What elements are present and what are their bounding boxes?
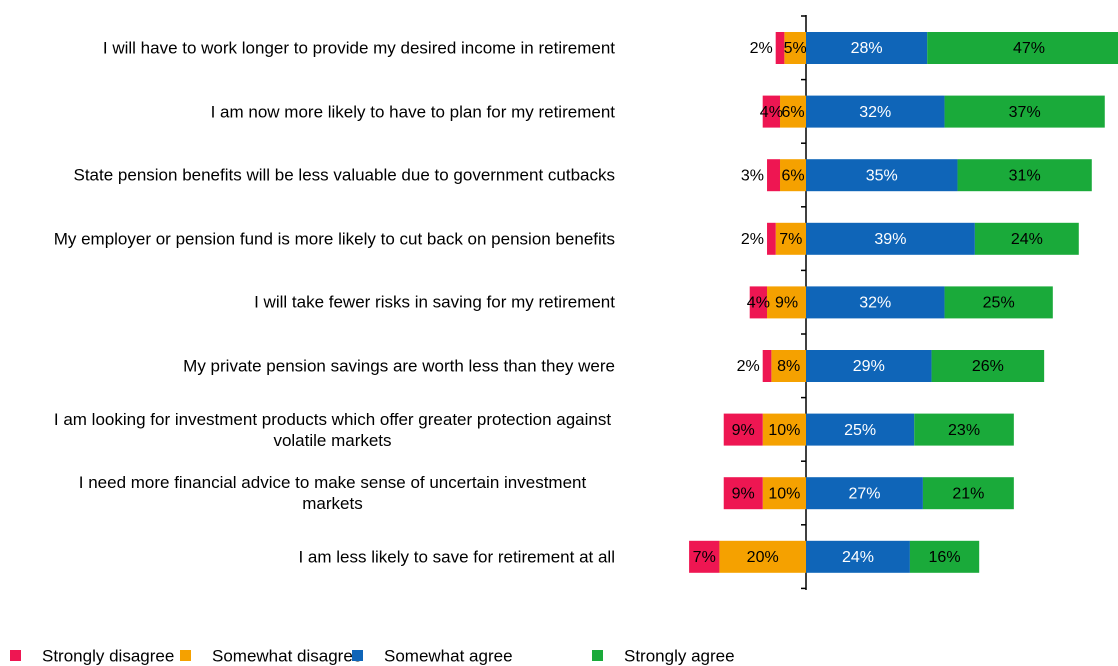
data-label: 10% [768, 485, 800, 502]
data-label: 10% [768, 422, 800, 439]
bar-segment [944, 95, 1105, 128]
bar-segment [762, 413, 806, 446]
data-label: 5% [784, 40, 807, 57]
legend-swatch [10, 650, 21, 661]
bar-segment [767, 222, 776, 255]
data-label: 9% [732, 485, 755, 502]
bar-segment [931, 350, 1045, 382]
bar-segment [806, 350, 932, 382]
bar-segment [762, 350, 772, 382]
data-label: 4% [760, 104, 783, 121]
data-label: 39% [874, 231, 906, 248]
bar-segment [719, 540, 806, 573]
legend-swatch [592, 650, 603, 661]
data-label: 16% [929, 549, 961, 566]
bar-segment [909, 540, 980, 573]
bar-segment [806, 477, 923, 510]
data-label: 31% [1009, 167, 1041, 184]
data-label: 27% [848, 485, 880, 502]
data-label: 35% [866, 167, 898, 184]
bar-segment [780, 95, 806, 128]
bar-segment [780, 159, 806, 192]
bar-segment [767, 159, 781, 192]
legend-label: Strongly agree [624, 646, 735, 665]
data-label: 24% [842, 549, 874, 566]
data-label: 37% [1009, 104, 1041, 121]
data-label: 2% [741, 231, 764, 248]
data-label: 7% [779, 231, 802, 248]
data-label: 47% [1013, 40, 1045, 57]
data-label: 25% [844, 422, 876, 439]
legend-label: Strongly disagree [42, 646, 174, 665]
bar-segment [771, 350, 806, 382]
data-label: 29% [853, 358, 885, 375]
bar-segment [974, 222, 1079, 255]
category-label: My employer or pension fund is more like… [53, 229, 615, 249]
bar-segment [784, 32, 806, 64]
bar-segment [689, 540, 720, 573]
bar-segment [806, 32, 928, 64]
data-label: 7% [693, 549, 716, 566]
data-label: 3% [741, 167, 764, 184]
data-label: 25% [983, 295, 1015, 312]
bar-segment [806, 413, 915, 446]
legend-swatch [180, 650, 191, 661]
category-label: I will take fewer risks in saving for my… [254, 292, 615, 312]
bar-segment [957, 159, 1092, 192]
bar-segment [762, 477, 806, 510]
data-label: 4% [747, 295, 770, 312]
bar-segment [806, 95, 945, 128]
data-label: 2% [737, 358, 760, 375]
bar-segment [806, 222, 975, 255]
category-label: I am now more likely to have to plan for… [210, 102, 615, 122]
bar-segment [775, 222, 806, 255]
bar-segment [723, 413, 763, 446]
data-label: 32% [859, 295, 891, 312]
data-label: 28% [851, 40, 883, 57]
data-label: 20% [747, 549, 779, 566]
bar-segment [927, 32, 1118, 64]
data-label: 9% [732, 422, 755, 439]
data-label: 6% [781, 104, 804, 121]
data-label: 2% [750, 40, 773, 57]
data-label: 24% [1011, 231, 1043, 248]
bar-segment [806, 540, 910, 573]
legend-swatch [352, 650, 363, 661]
bar-segment [944, 286, 1053, 319]
data-label: 23% [948, 422, 980, 439]
category-label: My private pension savings are worth les… [183, 356, 615, 376]
bar-segment [806, 286, 945, 319]
bar-segment [775, 32, 785, 64]
bar-segment [762, 95, 781, 128]
category-label: State pension benefits will be less valu… [73, 165, 616, 185]
data-label: 32% [859, 104, 891, 121]
category-label: I need more financial advice to make sen… [78, 473, 587, 514]
bar-segment [806, 159, 958, 192]
bar-segment [749, 286, 768, 319]
bar-segment [914, 413, 1014, 446]
legend-label: Somewhat disagree [212, 646, 362, 665]
data-label: 9% [775, 295, 798, 312]
bar-segment [723, 477, 763, 510]
category-label: I will have to work longer to provide my… [102, 38, 615, 58]
category-label: I am less likely to save for retirement … [298, 547, 615, 567]
bar-segment [922, 477, 1014, 510]
data-label: 26% [972, 358, 1004, 375]
legend-label: Somewhat agree [384, 646, 513, 665]
data-label: 8% [777, 358, 800, 375]
category-label: I am looking for investment products whi… [53, 409, 612, 450]
data-label: 21% [952, 485, 984, 502]
bar-segment [767, 286, 806, 319]
data-label: 6% [781, 167, 804, 184]
